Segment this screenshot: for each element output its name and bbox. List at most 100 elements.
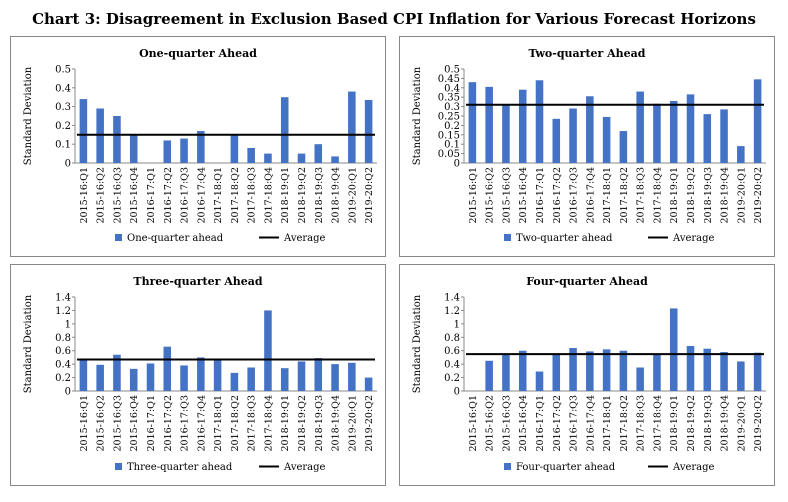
bar: [331, 156, 339, 163]
legend-label-series: One-quarter ahead: [127, 233, 224, 244]
bar: [653, 354, 661, 391]
bar: [502, 104, 510, 163]
bar: [535, 80, 544, 163]
bar: [485, 86, 493, 163]
chart-title: Four-quarter Ahead: [526, 275, 648, 288]
x-tick-label: 2016-17:Q1: [146, 395, 157, 452]
panel-one-quarter-ahead: One-quarter Ahead Standard Deviation 0 0.1 0…: [10, 36, 386, 257]
x-tick-label: 2018-19:Q3: [314, 395, 325, 452]
x-tick-label: 2017-18:Q2: [619, 167, 630, 224]
x-tick-label: 2019-20:Q2: [753, 167, 764, 224]
y-tick-label: 0: [65, 387, 71, 398]
x-tick-label: 2015-16:Q2: [485, 395, 496, 452]
y-tick-label: 0: [454, 387, 460, 398]
x-tick-label: 2016-17:Q4: [196, 395, 207, 452]
bar: [230, 372, 239, 391]
bar: [129, 134, 138, 163]
bar: [485, 360, 493, 391]
x-tick-label: 2019-20:Q1: [736, 167, 747, 224]
y-tick-label: 0: [454, 159, 460, 170]
x-tick-label: 2015-16:Q3: [112, 167, 123, 224]
y-tick-label: 0.5: [444, 65, 460, 76]
x-tick-label: 2019-20:Q1: [347, 395, 358, 452]
bar: [247, 367, 255, 391]
y-axis-label: Standard Deviation: [412, 66, 423, 165]
chart-svg: Four-quarter Ahead Standard Deviation 0 0.2…: [412, 275, 766, 473]
bar: [163, 140, 172, 163]
bar: [586, 351, 594, 391]
bar: [703, 114, 712, 163]
y-tick-label: 1.2: [444, 306, 460, 317]
x-tick-label: 2017-18:Q4: [263, 167, 274, 224]
chart-title: Three-quarter Ahead: [133, 275, 263, 288]
x-tick-label: 2019-20:Q1: [347, 167, 358, 224]
legend-label-average: Average: [283, 462, 326, 473]
bar: [213, 360, 222, 391]
y-tick-label: 0.35: [438, 93, 460, 104]
y-tick-label: 0.8: [444, 333, 460, 344]
x-tick-label: 2016-17:Q4: [585, 167, 596, 224]
bar: [720, 352, 728, 391]
x-tick-label: 2016-17:Q3: [180, 167, 191, 224]
y-tick-label: 0.15: [438, 130, 460, 141]
x-tick-label: 2018-19:Q4: [720, 167, 731, 224]
x-tick-label: 2015-16:Q3: [112, 395, 123, 452]
y-axis-label: Standard Deviation: [23, 66, 34, 165]
chart-title: Two-quarter Ahead: [528, 47, 645, 60]
bar: [686, 94, 695, 163]
bar: [619, 350, 628, 391]
bar: [636, 367, 644, 391]
y-tick-label: 0.3: [444, 102, 460, 113]
legend-label-series: Two-quarter ahead: [516, 233, 613, 244]
y-tick-label: 0.6: [55, 346, 71, 357]
x-tick-label: 2018-19:Q4: [331, 167, 342, 224]
bar: [331, 364, 339, 391]
panel-two-quarter-ahead: Two-quarter Ahead Standard Deviation 0 0.05…: [399, 36, 775, 257]
bar: [602, 116, 611, 163]
bar: [163, 346, 172, 391]
bar: [535, 371, 544, 391]
chart-svg: Three-quarter Ahead Standard Deviation 0 0.…: [23, 275, 377, 473]
x-tick-label: 2017-18:Q3: [636, 167, 647, 224]
bar: [180, 138, 188, 163]
x-tick-label: 2017-18:Q2: [230, 167, 241, 224]
bar: [364, 100, 373, 163]
legend-swatch-bar: [504, 463, 511, 470]
bar: [753, 79, 762, 163]
chart-svg: Two-quarter Ahead Standard Deviation 00.05…: [412, 47, 766, 244]
y-tick-label: 0.25: [438, 112, 460, 123]
y-axis-label: Standard Deviation: [412, 294, 423, 393]
y-tick-label: 0: [65, 159, 71, 170]
x-tick-label: 2015-16:Q4: [129, 395, 140, 452]
bar: [737, 361, 745, 391]
x-tick-label: 2018-19:Q2: [686, 167, 697, 224]
bar: [113, 116, 121, 163]
x-tick-label: 2018-19:Q3: [314, 167, 325, 224]
x-tick-label: 2017-18:Q1: [213, 395, 224, 452]
bar: [146, 363, 155, 391]
x-tick-label: 2016-17:Q4: [585, 395, 596, 452]
y-tick-label: 0.4: [55, 360, 71, 371]
bar: [364, 377, 373, 391]
bar: [348, 91, 356, 163]
bar: [653, 103, 661, 163]
x-tick-label: 2017-18:Q4: [263, 395, 274, 452]
x-tick-label: 2015-16:Q1: [79, 167, 90, 224]
chart-title: One-quarter Ahead: [139, 47, 257, 60]
x-tick-label: 2016-17:Q2: [163, 395, 174, 452]
x-tick-label: 2015-16:Q3: [501, 395, 512, 452]
y-tick-label: 0.2: [444, 373, 460, 384]
y-tick-label: 0.2: [444, 121, 460, 132]
bar: [180, 365, 188, 391]
x-tick-label: 2015-16:Q4: [518, 395, 529, 452]
bar: [113, 354, 121, 391]
bar: [619, 131, 628, 163]
bar: [297, 153, 306, 163]
x-tick-label: 2018-19:Q3: [703, 395, 714, 452]
x-tick-label: 2017-18:Q2: [619, 395, 630, 452]
bar: [79, 99, 88, 163]
x-tick-label: 2018-19:Q1: [280, 395, 291, 452]
bar: [502, 354, 510, 391]
bar: [518, 89, 527, 163]
bar: [280, 368, 289, 391]
